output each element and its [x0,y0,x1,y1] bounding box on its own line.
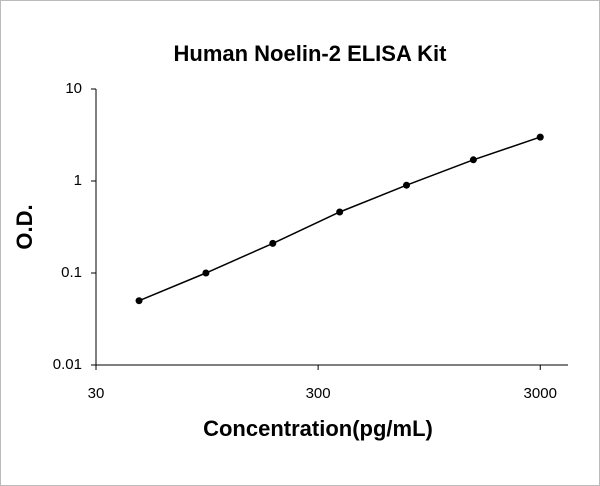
y-tick-label: 10 [65,80,82,97]
y-axis-label: O.D. [12,204,37,249]
y-tick-label: 0.1 [61,264,82,281]
x-tick-label: 300 [306,385,331,402]
data-point [336,208,344,216]
y-tick-label: 0.01 [53,356,82,373]
data-point [269,239,277,247]
data-point [536,133,544,141]
data-point [135,297,143,305]
chart-title: Human Noelin-2 ELISA Kit [174,41,448,66]
data-point [403,181,411,189]
x-tick-label: 30 [88,385,105,402]
x-axis-label: Concentration(pg/mL) [203,416,433,441]
data-point [469,156,477,164]
y-tick-label: 1 [74,172,82,189]
x-tick-label: 3000 [524,385,557,402]
data-point [202,269,210,277]
